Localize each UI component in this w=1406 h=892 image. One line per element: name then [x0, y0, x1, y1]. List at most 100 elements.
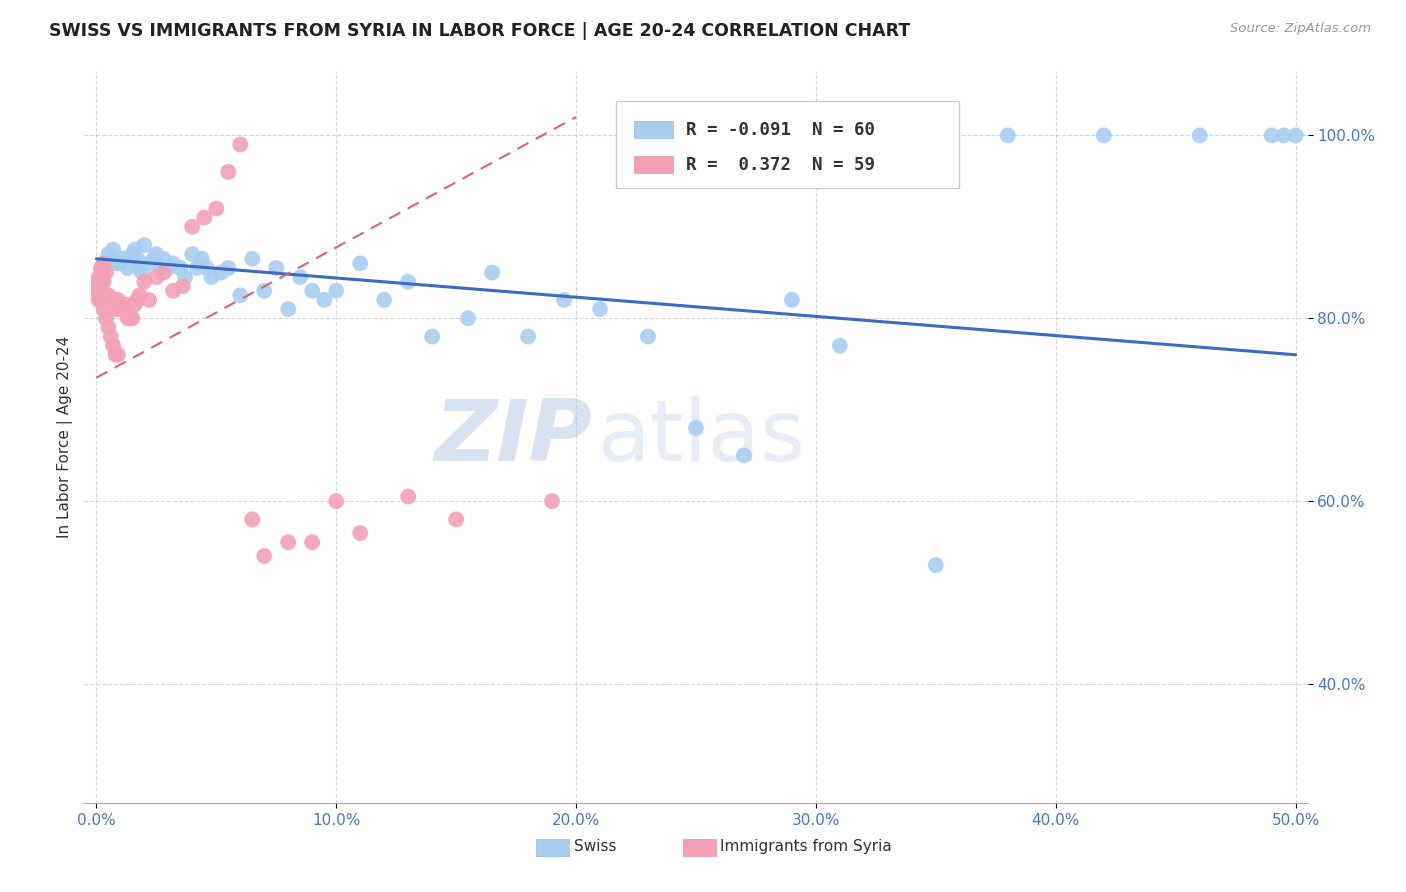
Point — [217, 165, 239, 179]
Point — [1092, 128, 1115, 143]
Point — [93, 270, 115, 285]
Point — [541, 494, 564, 508]
Point — [349, 256, 371, 270]
Point — [134, 275, 156, 289]
Point — [104, 256, 127, 270]
Point — [131, 266, 153, 280]
Text: R = -0.091  N = 60: R = -0.091 N = 60 — [686, 120, 875, 138]
Point — [780, 293, 803, 307]
Point — [90, 279, 112, 293]
Point — [240, 252, 263, 266]
Point — [200, 270, 222, 285]
Point — [195, 260, 218, 275]
Text: Swiss: Swiss — [574, 839, 616, 855]
Point — [110, 256, 132, 270]
Point — [138, 256, 160, 270]
Point — [277, 535, 299, 549]
Text: R =  0.372  N = 59: R = 0.372 N = 59 — [686, 156, 875, 174]
Point — [553, 293, 575, 307]
Point — [87, 288, 110, 302]
Point — [420, 329, 443, 343]
Point — [925, 558, 948, 573]
Point — [90, 260, 112, 275]
Point — [828, 338, 851, 352]
Point — [128, 260, 150, 275]
Point — [457, 311, 479, 326]
Point — [94, 266, 117, 280]
Point — [124, 243, 146, 257]
Point — [172, 279, 194, 293]
Point — [997, 128, 1019, 143]
Point — [111, 301, 134, 317]
Point — [97, 288, 120, 302]
Point — [111, 252, 134, 266]
Point — [121, 311, 143, 326]
Point — [191, 252, 214, 266]
Point — [217, 260, 239, 275]
Point — [90, 266, 112, 280]
Point — [685, 421, 707, 435]
Point — [396, 490, 419, 504]
Point — [121, 247, 143, 261]
Point — [87, 279, 110, 293]
Point — [142, 252, 165, 266]
Point — [517, 329, 540, 343]
Point — [145, 247, 167, 261]
Point — [253, 284, 276, 298]
Point — [97, 247, 120, 261]
Point — [104, 301, 127, 317]
Point — [169, 260, 191, 275]
Point — [94, 288, 117, 302]
Point — [104, 348, 127, 362]
Point — [97, 320, 120, 334]
Point — [93, 293, 115, 307]
Point — [101, 297, 124, 311]
Point — [481, 266, 503, 280]
Point — [162, 284, 184, 298]
Point — [152, 252, 174, 266]
Point — [100, 329, 122, 343]
Text: SWISS VS IMMIGRANTS FROM SYRIA IN LABOR FORCE | AGE 20-24 CORRELATION CHART: SWISS VS IMMIGRANTS FROM SYRIA IN LABOR … — [49, 22, 911, 40]
Point — [325, 284, 347, 298]
Point — [325, 494, 347, 508]
Point — [93, 275, 115, 289]
Point — [186, 260, 208, 275]
Point — [87, 275, 110, 289]
Point — [209, 266, 232, 280]
Point — [117, 260, 139, 275]
Point — [733, 448, 755, 462]
Point — [1284, 128, 1306, 143]
Point — [107, 293, 129, 307]
Text: ZIP: ZIP — [434, 395, 592, 479]
Point — [128, 288, 150, 302]
Text: Source: ZipAtlas.com: Source: ZipAtlas.com — [1230, 22, 1371, 36]
Point — [290, 270, 312, 285]
Point — [174, 270, 197, 285]
Point — [110, 301, 132, 317]
Point — [1272, 128, 1295, 143]
Point — [117, 311, 139, 326]
Point — [373, 293, 395, 307]
Point — [301, 284, 323, 298]
Point — [1260, 128, 1282, 143]
Point — [138, 293, 160, 307]
Point — [444, 512, 467, 526]
Point — [152, 266, 174, 280]
Point — [87, 284, 110, 298]
Point — [107, 348, 129, 362]
Point — [100, 293, 122, 307]
Point — [637, 329, 659, 343]
Point — [134, 238, 156, 252]
Point — [162, 256, 184, 270]
Point — [181, 219, 204, 234]
Point — [1188, 128, 1211, 143]
Point — [253, 549, 276, 563]
Point — [240, 512, 263, 526]
Point — [90, 275, 112, 289]
FancyBboxPatch shape — [682, 838, 716, 856]
Point — [101, 243, 124, 257]
Point — [229, 137, 252, 152]
Point — [90, 293, 112, 307]
Point — [229, 288, 252, 302]
Point — [157, 260, 180, 275]
